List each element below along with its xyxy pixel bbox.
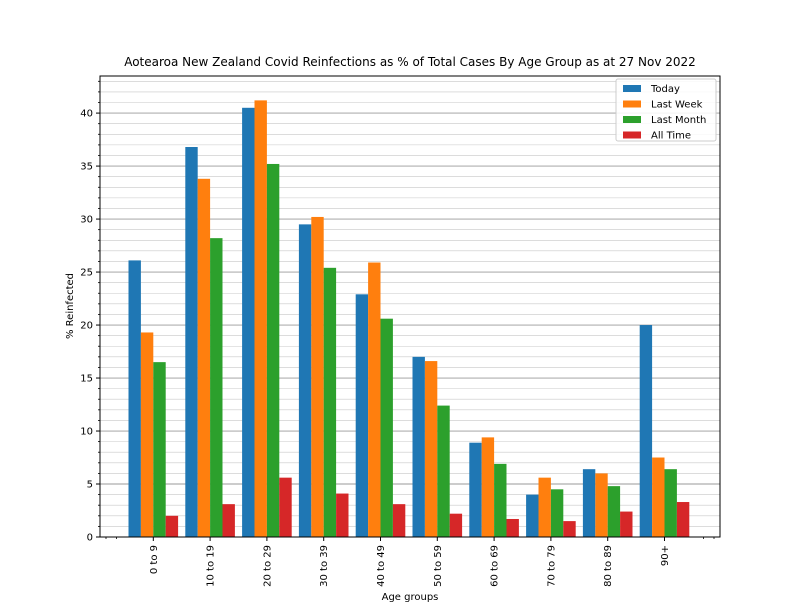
y-tick-label: 25 [80, 268, 93, 279]
x-tick-label: 90+ [660, 545, 671, 566]
legend-swatch [623, 131, 641, 139]
x-tick-label: 0 to 9 [149, 545, 160, 574]
bar-last-week [538, 477, 551, 537]
y-tick-label: 0 [87, 533, 93, 544]
bar-last-month [323, 267, 337, 537]
y-tick-label: 30 [80, 215, 93, 226]
legend-label: All Time [651, 131, 691, 142]
bar-last-month [210, 238, 223, 537]
bar-today [128, 260, 141, 537]
bar-last-week [481, 437, 495, 537]
bar-today [469, 442, 482, 537]
y-tick-label: 20 [80, 321, 93, 332]
bar-today [298, 224, 312, 538]
bar-last-month [380, 318, 393, 537]
bar-last-month [266, 163, 280, 537]
bar-last-week [368, 262, 381, 537]
bar-last-month [437, 405, 450, 537]
bar-today [242, 107, 255, 538]
x-tick-label: 30 to 39 [319, 545, 330, 587]
bar-last-month [550, 489, 564, 537]
bar-last-week [140, 332, 154, 537]
x-tick-label: 50 to 59 [433, 545, 444, 587]
legend-label: Last Month [651, 115, 706, 126]
bar-last-week [197, 178, 211, 537]
legend-box [615, 78, 717, 142]
plot-frame [99, 75, 721, 538]
bar-last-month [607, 486, 621, 537]
legend-swatch [623, 100, 641, 108]
chart-title: Aotearoa New Zealand Covid Reinfections … [124, 55, 696, 69]
y-tick-label: 10 [80, 427, 93, 438]
bar-last-month [664, 469, 677, 537]
x-tick-label: 20 to 29 [262, 545, 273, 587]
x-tick-label: 80 to 89 [603, 545, 614, 587]
x-tick-label: 40 to 49 [376, 545, 387, 587]
y-tick-label: 40 [80, 109, 93, 120]
bar-all-time [449, 513, 463, 537]
bar-today [639, 325, 653, 537]
legend-label: Today [650, 84, 680, 95]
bar-last-week [424, 361, 438, 537]
bar-last-week [595, 473, 608, 537]
x-tick-label: 60 to 69 [490, 545, 501, 587]
bar-today [355, 294, 369, 537]
bar-all-time [620, 511, 633, 537]
bar-all-time [506, 518, 519, 537]
bar-today [412, 356, 425, 537]
bar-all-time [563, 521, 576, 537]
y-tick-label: 15 [80, 374, 93, 385]
bar-last-week [652, 457, 665, 537]
bar-last-month [153, 362, 166, 537]
x-axis-label: Age groups [382, 592, 439, 603]
legend-label: Last Week [651, 100, 703, 111]
bar-all-time [165, 515, 179, 537]
bar-all-time [392, 504, 406, 537]
bar-all-time [279, 477, 292, 537]
bar-today [582, 469, 596, 537]
legend: Today Last Week Last Month All Time [615, 78, 717, 142]
bar-last-week [311, 216, 324, 537]
x-axis: 0 to 9 10 to 19 20 to 29 30 to 39 40 to 49 50… [105, 537, 715, 587]
bar-last-month [494, 463, 507, 537]
legend-swatch [623, 85, 641, 92]
x-tick-label: 10 to 19 [206, 545, 217, 587]
bar-all-time [222, 504, 235, 537]
bar-all-time [676, 502, 690, 537]
bar-all-time [336, 493, 349, 537]
y-tick-label: 5 [87, 480, 93, 491]
bar-today [526, 494, 539, 537]
legend-swatch [623, 116, 641, 123]
y-axis-label: % Reinfected [65, 273, 76, 339]
bar-today [185, 147, 198, 538]
bars [128, 100, 690, 538]
y-tick-label: 35 [80, 162, 93, 173]
x-tick-label: 70 to 79 [546, 545, 557, 587]
y-axis: 0 5 10 15 20 25 30 35 40 [80, 80, 100, 544]
bar-last-week [254, 100, 267, 538]
